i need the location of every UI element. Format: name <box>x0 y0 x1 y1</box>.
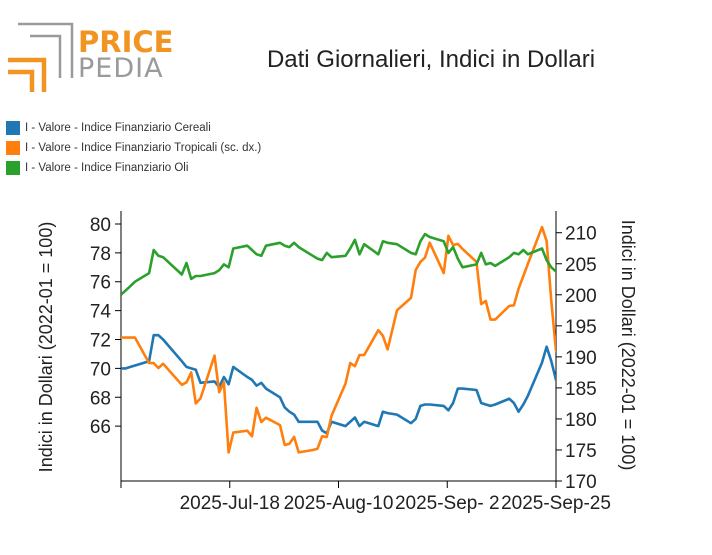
y-tick-label-right: 190 <box>565 348 597 369</box>
y-tick-label-right: 175 <box>565 441 597 462</box>
x-tick-label: 2025-Aug-10 <box>284 493 394 514</box>
legend-label: I - Valore - Indice Finanziario Tropical… <box>25 142 262 154</box>
y-tick-label-right: 200 <box>565 286 597 307</box>
y-tick-label-right: 170 <box>565 472 597 493</box>
legend-swatch-green <box>6 161 20 175</box>
axes: 66 68 70 72 74 76 78 80 170 175 180 185 190 195 200 205… <box>90 211 611 514</box>
legend-item-cereali[interactable]: I - Valore - Indice Finanziario Cereali <box>6 118 261 138</box>
legend-item-oli[interactable]: I - Valore - Indice Finanziario Oli <box>6 158 261 178</box>
series-line-1 <box>121 225 556 454</box>
y-tick-label-right: 185 <box>565 379 597 400</box>
legend-label: I - Valore - Indice Finanziario Cereali <box>25 122 211 134</box>
y-axis-label-left: Indici in Dollari (2022-01 = 100) <box>36 222 56 473</box>
x-tick-label: 2025-Sep- 2 <box>395 493 500 514</box>
pricepedia-logo: PRICE PEDIA <box>8 22 173 92</box>
legend: I - Valore - Indice Finanziario Cereali … <box>6 118 261 178</box>
chart-title: Dati Giornalieri, Indici in Dollari <box>267 46 595 73</box>
y-tick-label-right: 210 <box>565 224 597 245</box>
series-line-2 <box>121 232 556 296</box>
logo-mark-grey <box>18 22 74 78</box>
legend-label: I - Valore - Indice Finanziario Oli <box>25 162 189 174</box>
series-line-0 <box>121 333 556 435</box>
y-tick-label-left: 80 <box>90 215 111 236</box>
y-tick-label-right: 205 <box>565 255 597 276</box>
logo-mark-orange <box>8 57 47 92</box>
y-tick-label-left: 68 <box>90 388 111 409</box>
y-tick-label-left: 66 <box>90 417 111 438</box>
legend-swatch-orange <box>6 141 20 155</box>
series-lines <box>121 225 556 454</box>
logo-word-price: PRICE <box>78 25 173 59</box>
y-tick-label-right: 195 <box>565 317 597 338</box>
y-axis-label-right: Indici in Dollari (2022-01 = 100) <box>618 220 638 471</box>
legend-item-tropicali[interactable]: I - Valore - Indice Finanziario Tropical… <box>6 138 261 158</box>
y-tick-label-left: 74 <box>90 302 112 323</box>
y-tick-label-left: 70 <box>90 359 111 380</box>
y-tick-label-left: 76 <box>90 273 111 294</box>
legend-swatch-blue <box>6 121 20 135</box>
logo-word-pedia: PEDIA <box>78 53 164 84</box>
y-tick-label-left: 72 <box>90 331 111 352</box>
x-tick-label: 2025-Sep-25 <box>501 493 611 514</box>
y-tick-label-right: 180 <box>565 410 597 431</box>
x-tick-label: 2025-Jul-18 <box>180 493 280 514</box>
y-tick-label-left: 78 <box>90 244 111 265</box>
